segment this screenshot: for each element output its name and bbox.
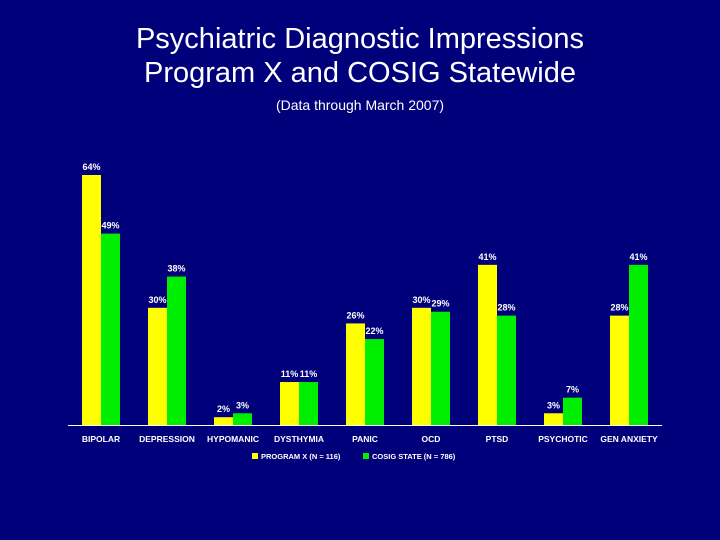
x-tick-label-psychotic: PSYCHOTIC bbox=[538, 434, 588, 444]
data-label-program-x-depression: 30% bbox=[148, 295, 166, 305]
x-tick-label-panic: PANIC bbox=[352, 434, 378, 444]
bar-program-x-bipolar bbox=[82, 175, 101, 425]
bar-program-x-depression bbox=[148, 307, 167, 425]
bar-cosig-state-depression bbox=[167, 276, 186, 425]
x-tick-label-bipolar: BIPOLAR bbox=[82, 434, 120, 444]
title-line-2: Program X and COSIG Statewide bbox=[144, 57, 576, 89]
data-label-program-x-dysthymia: 11% bbox=[281, 369, 299, 379]
data-label-cosig-state-bipolar: 49% bbox=[101, 221, 119, 231]
bar-program-x-gen-anxiety bbox=[610, 315, 629, 425]
data-label-cosig-state-ptsd: 28% bbox=[497, 303, 515, 313]
x-tick-label-ptsd: PTSD bbox=[486, 434, 509, 444]
title-line-1: Psychiatric Diagnostic Impressions bbox=[135, 23, 585, 55]
bar-cosig-state-bipolar bbox=[101, 233, 120, 425]
data-label-program-x-ptsd: 41% bbox=[478, 252, 496, 262]
bar-cosig-state-dysthymia bbox=[299, 382, 318, 425]
data-label-cosig-state-gen-anxiety: 41% bbox=[629, 252, 647, 262]
x-tick-label-ocd: OCD bbox=[422, 434, 441, 444]
data-label-cosig-state-panic: 22% bbox=[365, 326, 383, 336]
data-label-cosig-state-depression: 38% bbox=[167, 264, 185, 274]
bar-program-x-hypomanic bbox=[214, 417, 233, 425]
bar-program-x-ptsd bbox=[478, 264, 497, 425]
x-tick-label-depression: DEPRESSION bbox=[139, 434, 195, 444]
legend-swatch-cosig-state bbox=[363, 453, 369, 459]
x-tick-label-gen-anxiety: GEN ANXIETY bbox=[600, 434, 658, 444]
data-label-cosig-state-hypomanic: 3% bbox=[236, 400, 249, 410]
data-label-program-x-panic: 26% bbox=[346, 310, 364, 320]
data-label-program-x-hypomanic: 2% bbox=[217, 404, 230, 414]
data-label-cosig-state-psychotic: 7% bbox=[566, 385, 579, 395]
data-label-program-x-psychotic: 3% bbox=[547, 400, 560, 410]
bar-cosig-state-ptsd bbox=[497, 315, 516, 425]
data-label-program-x-ocd: 30% bbox=[412, 295, 430, 305]
x-tick-label-hypomanic: HYPOMANIC bbox=[207, 434, 259, 444]
bar-program-x-psychotic bbox=[544, 413, 563, 425]
data-label-program-x-bipolar: 64% bbox=[82, 162, 100, 172]
bar-cosig-state-panic bbox=[365, 339, 384, 425]
bar-cosig-state-ocd bbox=[431, 311, 450, 425]
bar-cosig-state-hypomanic bbox=[233, 413, 252, 425]
legend-label-program-x: PROGRAM X (N = 116) bbox=[261, 452, 341, 461]
bar-cosig-state-gen-anxiety bbox=[629, 264, 648, 425]
x-tick-label-dysthymia: DYSTHYMIA bbox=[274, 434, 324, 444]
bar-program-x-panic bbox=[346, 323, 365, 425]
bar-cosig-state-psychotic bbox=[563, 397, 582, 425]
data-label-cosig-state-dysthymia: 11% bbox=[300, 369, 318, 379]
legend-label-cosig-state: COSIG STATE (N = 786) bbox=[372, 452, 456, 461]
bar-program-x-dysthymia bbox=[280, 382, 299, 425]
bar-program-x-ocd bbox=[412, 307, 431, 425]
legend-swatch-program-x bbox=[252, 453, 258, 459]
chart-subtitle: (Data through March 2007) bbox=[275, 97, 445, 113]
chart-title: Psychiatric Diagnostic Impressions Progr… bbox=[0, 22, 720, 90]
data-label-cosig-state-ocd: 29% bbox=[431, 299, 449, 309]
data-label-program-x-gen-anxiety: 28% bbox=[610, 303, 628, 313]
